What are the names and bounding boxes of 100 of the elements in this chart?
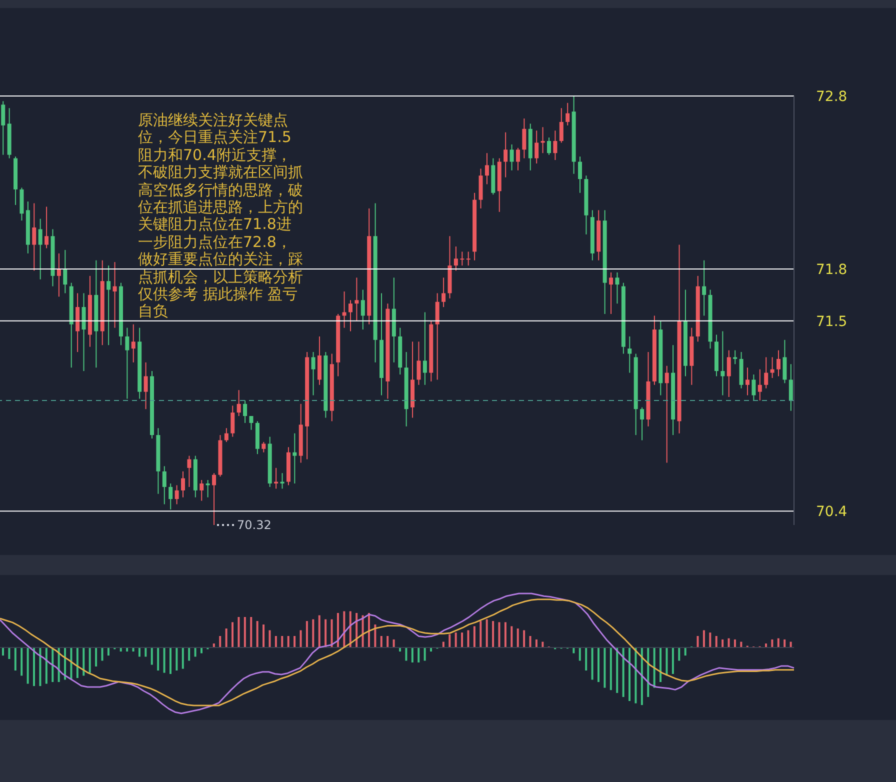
bar — [20, 648, 23, 676]
candlestick — [758, 368, 762, 401]
candlestick — [516, 147, 520, 171]
candlestick — [106, 265, 111, 346]
bar — [461, 632, 464, 648]
candlestick — [454, 246, 458, 272]
bar — [324, 619, 327, 648]
bar — [312, 619, 314, 648]
bar — [39, 648, 42, 686]
candlestick — [249, 416, 254, 430]
bar — [504, 622, 506, 648]
bar — [8, 648, 10, 660]
y-tick-label: 71.5 — [816, 314, 848, 330]
bar — [274, 636, 277, 648]
bar — [225, 628, 228, 648]
bar — [169, 648, 172, 674]
bar — [88, 648, 91, 673]
candlestick — [559, 108, 564, 144]
candlestick — [484, 152, 489, 185]
bar — [281, 636, 284, 648]
bar — [163, 648, 166, 673]
bar — [660, 648, 662, 682]
bar — [510, 626, 513, 648]
candlestick — [726, 350, 731, 398]
bar — [418, 648, 420, 662]
bar — [771, 639, 774, 648]
bar — [454, 632, 457, 648]
bar — [523, 630, 526, 648]
candlestick — [416, 341, 421, 386]
bar — [2, 648, 4, 656]
bar — [628, 648, 631, 702]
bar — [294, 636, 296, 648]
candlestick — [764, 356, 768, 389]
candlestick — [181, 470, 186, 498]
bar — [26, 648, 29, 684]
bar — [188, 648, 190, 661]
candlestick — [131, 324, 136, 363]
bar — [604, 648, 606, 688]
candlestick — [1, 100, 6, 156]
bar — [535, 639, 538, 648]
candlestick — [460, 251, 464, 266]
bar — [480, 621, 482, 648]
bar — [343, 611, 346, 648]
bar — [330, 619, 333, 648]
candlestick — [32, 202, 36, 272]
bar — [287, 636, 290, 648]
candlestick — [187, 455, 192, 488]
bar — [678, 648, 680, 661]
bar — [107, 648, 110, 656]
candlestick — [63, 249, 68, 294]
candlestick — [262, 441, 266, 453]
candlestick — [664, 365, 669, 464]
bar — [392, 639, 395, 648]
bar — [622, 648, 624, 697]
bar — [101, 648, 104, 661]
candlestick — [435, 292, 440, 380]
bar — [182, 648, 184, 669]
bar — [442, 642, 444, 648]
bar — [653, 648, 656, 688]
bar — [572, 648, 575, 654]
candlestick — [745, 367, 750, 396]
candlestick — [720, 330, 725, 396]
candlestick — [236, 390, 241, 417]
candlestick — [38, 218, 42, 280]
bar — [300, 630, 302, 648]
candlestick — [348, 300, 352, 332]
bar — [262, 624, 265, 648]
bar — [76, 648, 78, 678]
bar — [777, 638, 780, 648]
bar — [578, 648, 581, 661]
bar — [306, 621, 308, 648]
y-tick-label: 71.8 — [816, 262, 848, 278]
candlestick — [609, 272, 614, 314]
bar — [380, 636, 382, 648]
candlestick — [442, 277, 446, 308]
candlestick — [44, 206, 49, 249]
bar — [95, 648, 98, 666]
bar — [244, 617, 246, 648]
bar — [467, 630, 470, 648]
bar — [634, 648, 637, 704]
candlestick — [112, 262, 117, 328]
candlestick — [230, 405, 235, 438]
bar — [45, 648, 48, 684]
bar — [709, 632, 712, 648]
bar — [232, 622, 234, 648]
bar — [219, 636, 222, 648]
candlestick — [168, 482, 173, 510]
candlestick — [422, 312, 427, 386]
bar — [647, 648, 650, 697]
bar — [138, 648, 140, 657]
bar — [336, 612, 339, 648]
candlestick — [212, 472, 216, 525]
candlestick — [702, 260, 706, 316]
bar — [424, 648, 426, 661]
bar — [591, 648, 594, 680]
bar — [405, 648, 408, 661]
candlestick — [776, 350, 781, 377]
candlestick — [162, 466, 166, 505]
candlestick — [224, 428, 228, 442]
candlestick — [578, 156, 582, 194]
